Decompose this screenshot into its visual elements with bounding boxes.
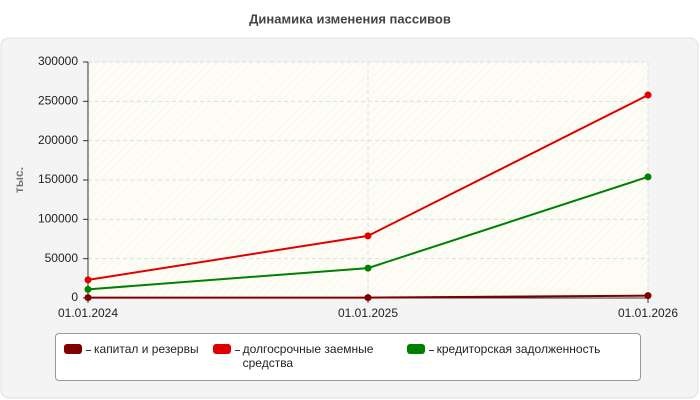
x-tick-label: 01.01.2026: [618, 306, 678, 320]
point: [644, 292, 652, 300]
x-tick-label: 01.01.2025: [338, 306, 398, 320]
point: [644, 91, 652, 99]
y-axis-label: тыс.: [12, 167, 26, 193]
y-tick-label: 200000: [38, 133, 78, 147]
legend-label: долгосрочные заемные средства: [242, 342, 374, 370]
legend-swatch: [64, 344, 82, 354]
point: [84, 294, 92, 302]
legend-swatch: [212, 344, 231, 354]
legend-item[interactable]: кредиторская задолженность: [406, 342, 601, 380]
legend-dash: [428, 350, 434, 351]
y-tick-label: 300000: [38, 54, 78, 68]
y-tick-label: 250000: [38, 94, 78, 108]
point: [364, 264, 372, 272]
point: [644, 173, 652, 181]
point: [364, 294, 372, 302]
y-tick-label: 100000: [38, 212, 78, 226]
point: [364, 232, 372, 240]
legend-dash: [234, 350, 240, 351]
x-tick-label: 01.01.2024: [58, 306, 118, 320]
point: [84, 285, 92, 293]
legend-dash: [86, 350, 91, 351]
y-tick-label: 0: [71, 290, 78, 304]
legend-item[interactable]: капитал и резервы: [64, 342, 199, 380]
legend: капитал и резервы долгосрочные заемные ср…: [55, 333, 641, 381]
chart-title: Динамика изменения пассивов: [249, 11, 451, 26]
y-tick-label: 50000: [45, 251, 79, 265]
point: [84, 276, 92, 284]
legend-label: капитал и резервы: [94, 342, 199, 356]
legend-label: кредиторская задолженность: [436, 342, 601, 356]
legend-item[interactable]: долгосрочные заемные средства: [212, 342, 393, 380]
y-tick-label: 150000: [38, 172, 78, 186]
legend-swatch: [406, 344, 425, 354]
